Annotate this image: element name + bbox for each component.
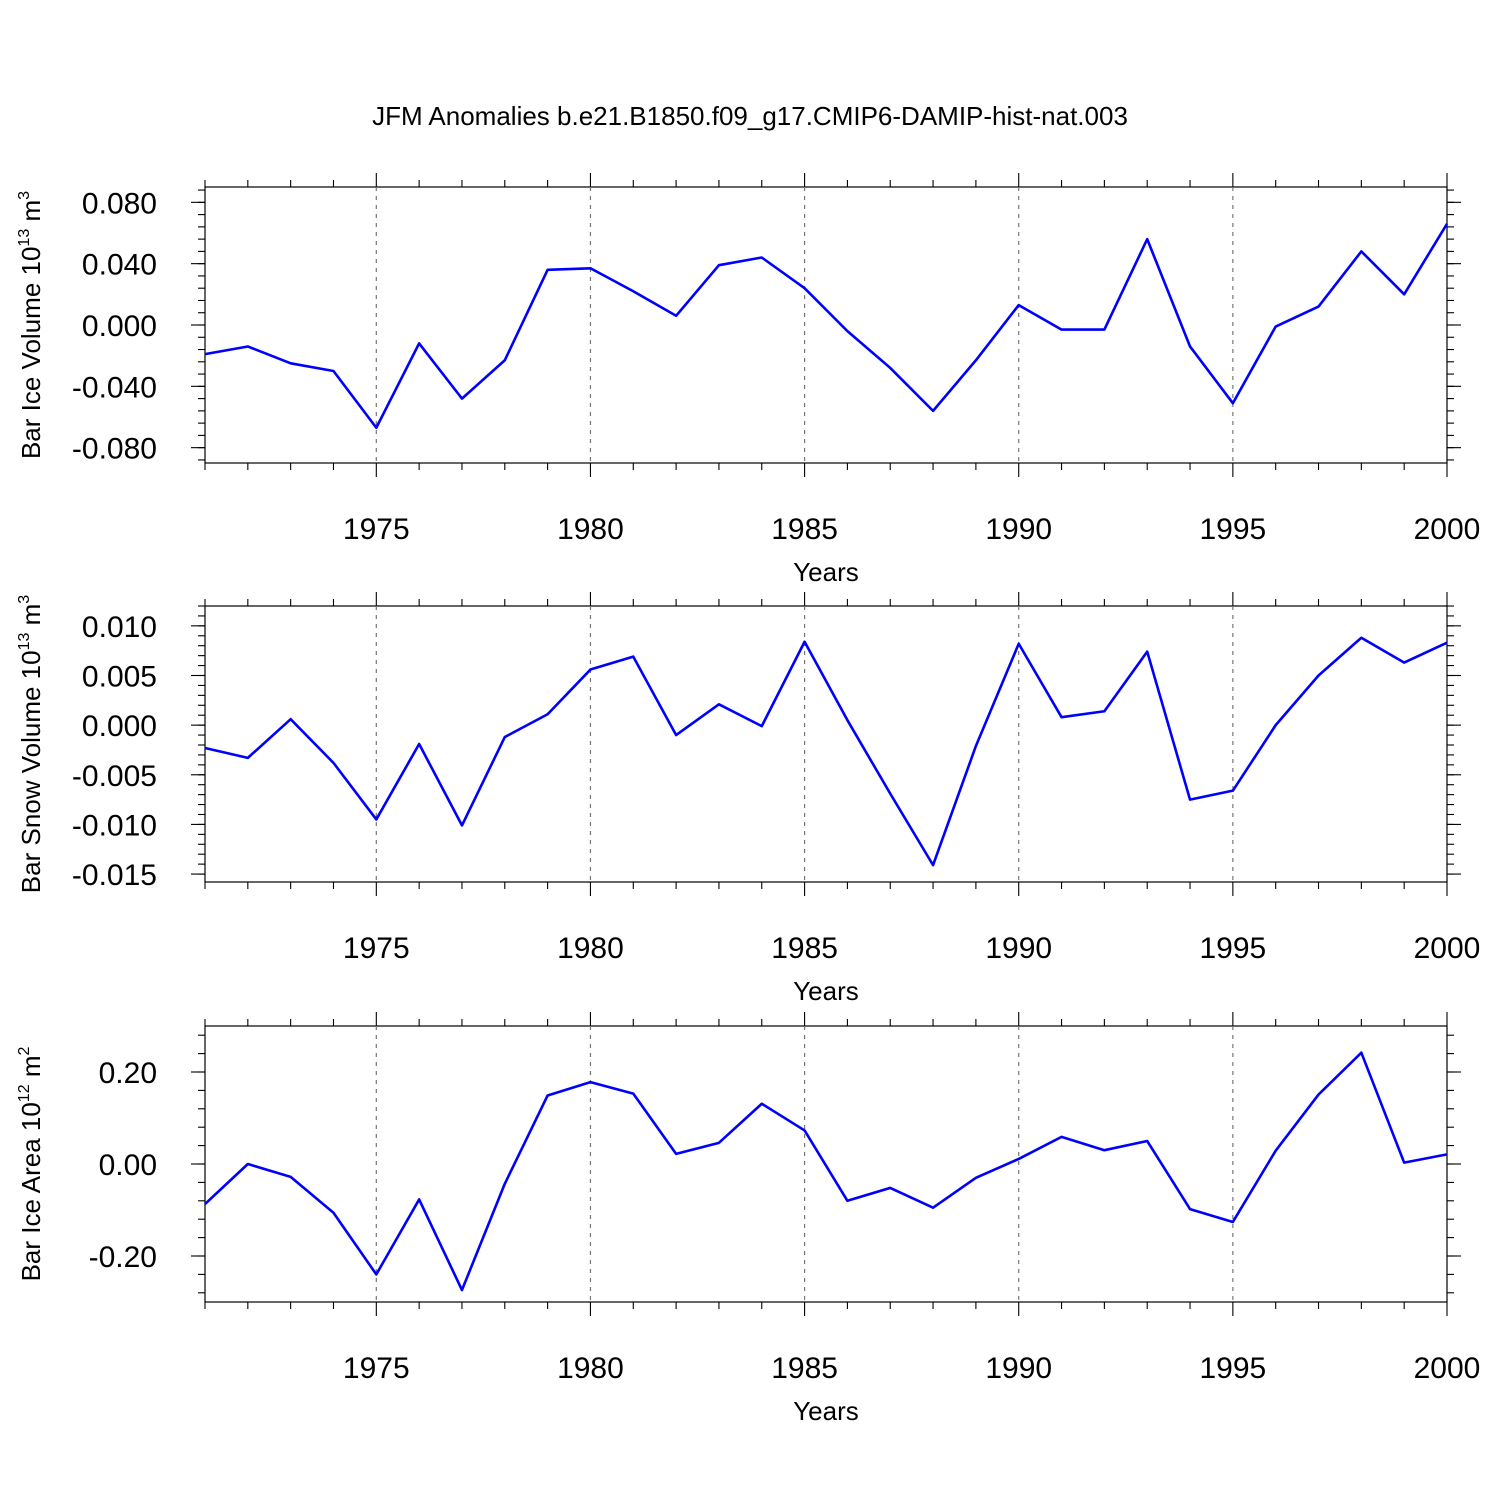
- y-tick-label: -0.015: [72, 859, 157, 892]
- x-tick-label: 1990: [985, 932, 1052, 965]
- y-axis-label: Bar Ice Area 1012 m2: [16, 1046, 46, 1281]
- y-tick-label: -0.080: [72, 433, 157, 466]
- y-axis-label: Bar Ice Volume 1013 m3: [16, 191, 46, 459]
- y-tick-label: -0.005: [72, 760, 157, 793]
- y-tick-label: -0.20: [89, 1241, 157, 1274]
- x-tick-label: 2000: [1414, 513, 1481, 546]
- x-tick-label: 1975: [343, 513, 410, 546]
- y-tick-label: 0.000: [82, 710, 157, 743]
- x-axis-label: Years: [793, 1396, 859, 1426]
- y-tick-label: 0.000: [82, 310, 157, 343]
- series-line: [204, 223, 1449, 430]
- plot-frame: [204, 186, 1448, 464]
- chart-panels: 1975 1980 1985 1990 1995 2000 0.080 0.040 0.000 -…: [16, 173, 1480, 1426]
- y-tick-label: 0.010: [82, 611, 157, 644]
- y-tick-label: -0.010: [72, 809, 157, 842]
- plot-frame: [204, 605, 1448, 883]
- chart-panel-3: 1975 1980 1985 1990 1995 2000 0.20 0.00 -0.20 Yea…: [16, 1012, 1480, 1426]
- x-axis-label: Years: [793, 557, 859, 587]
- x-tick-label: 2000: [1414, 1352, 1481, 1385]
- x-tick-label: 1980: [557, 1352, 624, 1385]
- x-axis-label: Years: [793, 976, 859, 1006]
- y-tick-label: 0.20: [99, 1057, 157, 1090]
- x-tick-label: 1990: [985, 513, 1052, 546]
- x-tick-label: 1980: [557, 932, 624, 965]
- y-tick-label: -0.040: [72, 371, 157, 404]
- x-tick-label: 1995: [1199, 513, 1266, 546]
- x-tick-label: 1985: [771, 513, 838, 546]
- x-tick-label: 1975: [343, 1352, 410, 1385]
- x-tick-label: 1980: [557, 513, 624, 546]
- y-tick-label: 0.00: [99, 1149, 157, 1182]
- chart-panel-2: 1975 1980 1985 1990 1995 2000 0.010 0.005 0.000 -…: [16, 592, 1480, 1006]
- x-tick-label: 2000: [1414, 932, 1481, 965]
- x-tick-label: 1975: [343, 932, 410, 965]
- chart-panel-1: 1975 1980 1985 1990 1995 2000 0.080 0.040 0.000 -…: [16, 173, 1480, 587]
- y-tick-label: 0.005: [82, 660, 157, 693]
- y-axis-label: Bar Snow Volume 1013 m3: [16, 595, 46, 894]
- figure-title: JFM Anomalies b.e21.B1850.f09_g17.CMIP6-…: [372, 101, 1128, 131]
- x-tick-label: 1995: [1199, 932, 1266, 965]
- x-tick-label: 1985: [771, 1352, 838, 1385]
- x-tick-label: 1985: [771, 932, 838, 965]
- x-tick-label: 1990: [985, 1352, 1052, 1385]
- series-line: [204, 636, 1448, 867]
- x-tick-label: 1995: [1199, 1352, 1266, 1385]
- y-tick-label: 0.080: [82, 187, 157, 220]
- series-line: [204, 1051, 1448, 1292]
- y-tick-label: 0.040: [82, 249, 157, 282]
